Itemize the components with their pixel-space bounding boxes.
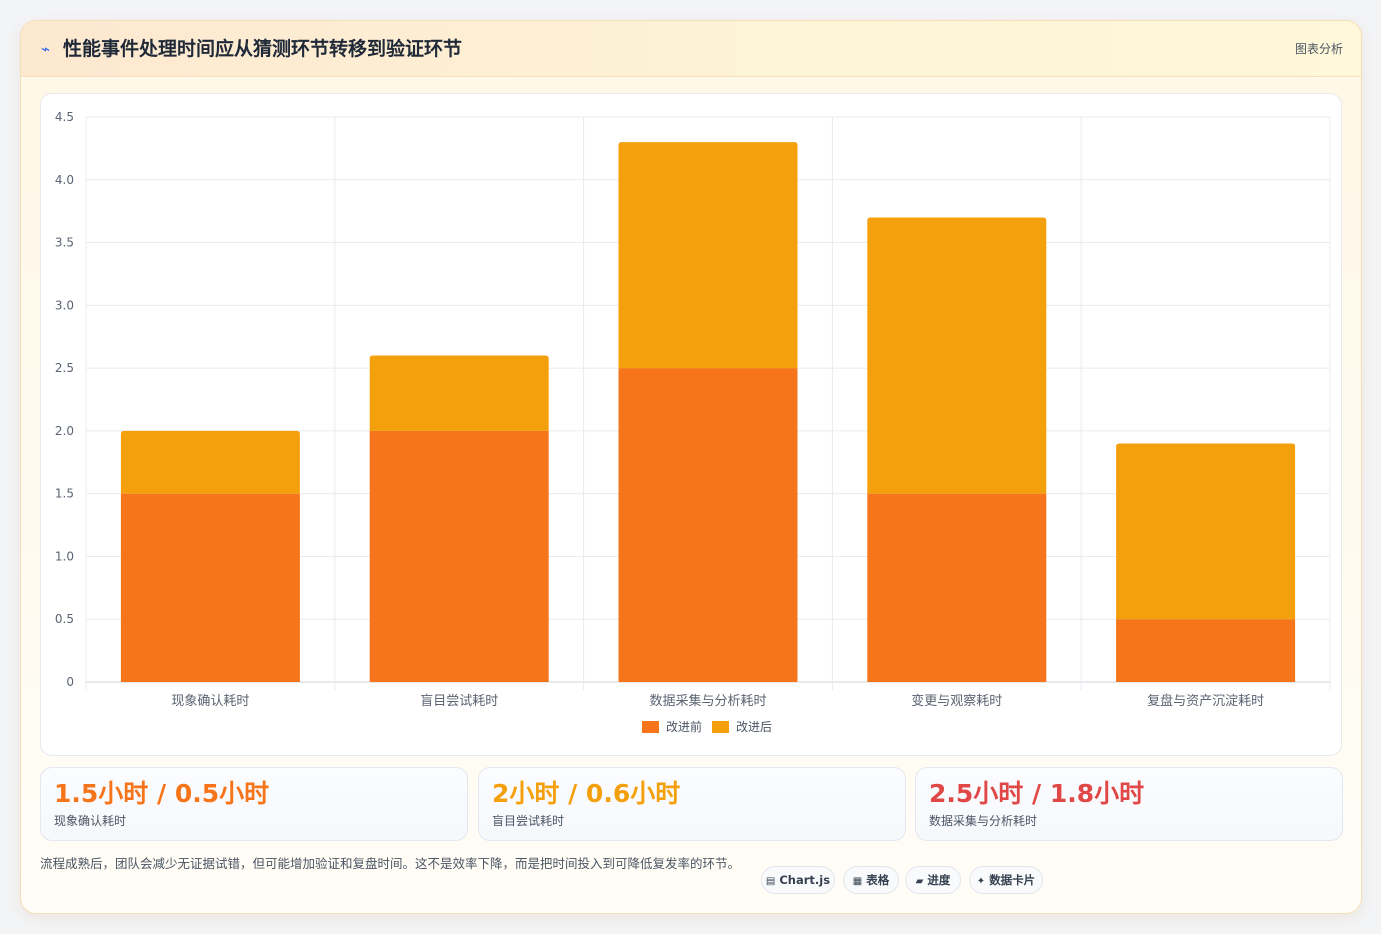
x-tick-label: 复盘与资产沉淀耗时 [1147,693,1264,709]
chip-table[interactable]: ▦ 表格 [843,866,899,894]
x-tick-label: 数据采集与分析耗时 [649,693,766,709]
stat-card-blind-try: 2小时 / 0.6小时 盲目尝试耗时 [478,767,906,841]
y-tick-label: 3.5 [55,236,74,250]
chart-spark-icon: ⌁ [41,40,51,58]
bar-after [867,217,1047,494]
card-header: ⌁ 性能事件处理时间应从猜测环节转移到验证环节 图表分析 [21,21,1361,77]
chip-data-card[interactable]: ✦ 数据卡片 [969,866,1043,894]
footer-note: 流程成熟后，团队会减少无证据试错，但可能增加验证和复盘时间。这不是效率下降，而是… [40,856,741,871]
stat-label: 盲目尝试耗时 [492,814,565,828]
chip-chartjs[interactable]: ▤ Chart.js [761,866,835,894]
y-tick-label: 3.0 [55,298,74,312]
bar-before [120,493,300,682]
stacked-bar-chart: 0 0.5 1.0 1.5 2.0 2.5 3.0 3.5 4.0 4.5 现象确认耗时 盲目尝试耗时… [55,110,1331,734]
y-tick-label: 2.0 [55,424,74,438]
stat-card-phenomenon: 1.5小时 / 0.5小时 现象确认耗时 [40,767,468,841]
stat-card-data-analysis: 2.5小时 / 1.8小时 数据采集与分析耗时 [915,767,1343,841]
legend-label: 改进后 [736,720,772,734]
bar-after [120,430,300,494]
chip-label: Chart.js [779,873,831,887]
bar-after [1116,443,1296,620]
chip-label: 表格 [866,873,890,887]
sparkle-icon: ✦ [976,876,986,887]
y-tick-label: 4.0 [55,173,74,187]
y-tick-label: 0 [66,675,74,689]
x-tick-label: 现象确认耗时 [171,694,249,709]
chip-label: 进度 [927,873,951,887]
stat-value: 1.5小时 / 0.5小时 [54,779,270,808]
bar-after [618,142,798,369]
stat-label: 现象确认耗时 [54,814,127,828]
legend-swatch [712,721,729,733]
y-tick-label: 1.0 [55,549,74,563]
stat-label: 数据采集与分析耗时 [929,814,1038,828]
y-tick-label: 2.5 [55,361,74,375]
x-tick-label: 变更与观察耗时 [911,693,1002,709]
stat-value: 2.5小时 / 1.8小时 [929,779,1145,808]
chip-label: 数据卡片 [989,873,1036,887]
y-tick-label: 1.5 [55,487,74,501]
bar-after [369,355,549,431]
header-tag: 图表分析 [1294,42,1343,56]
stat-value: 2小时 / 0.6小时 [492,779,681,808]
legend-swatch [642,721,659,733]
table-icon: ▦ [852,876,863,887]
bar-before [618,368,798,682]
bar-before [867,493,1047,682]
bar-before [1116,619,1296,682]
chip-progress[interactable]: ▰ 进度 [905,866,961,894]
bar-before [369,430,549,682]
chart-icon: ▤ [765,876,776,887]
chart-panel: 0 0.5 1.0 1.5 2.0 2.5 3.0 3.5 4.0 4.5 现象确认耗时 盲目尝试耗时… [40,93,1342,756]
legend-label: 改进前 [666,719,702,734]
y-tick-label: 4.5 [55,110,74,124]
chart-card: ⌁ 性能事件处理时间应从猜测环节转移到验证环节 图表分析 0 0.5 1.0 1.5 2… [20,20,1362,914]
y-tick-label: 0.5 [55,612,74,626]
stat-cards: 1.5小时 / 0.5小时 现象确认耗时 2小时 / 0.6小时 盲目尝试耗时 … [40,767,1343,841]
progress-icon: ▰ [915,876,924,887]
page-title: 性能事件处理时间应从猜测环节转移到验证环节 [63,38,463,60]
x-tick-label: 盲目尝试耗时 [420,693,498,709]
